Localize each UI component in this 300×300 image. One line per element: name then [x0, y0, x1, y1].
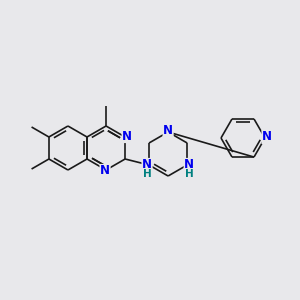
Text: H: H — [185, 169, 194, 179]
Text: N: N — [142, 158, 152, 172]
Text: H: H — [143, 169, 152, 179]
Text: N: N — [100, 164, 110, 178]
Text: N: N — [262, 130, 272, 143]
Text: N: N — [163, 124, 173, 137]
Text: N: N — [184, 158, 194, 172]
Text: N: N — [122, 130, 132, 142]
